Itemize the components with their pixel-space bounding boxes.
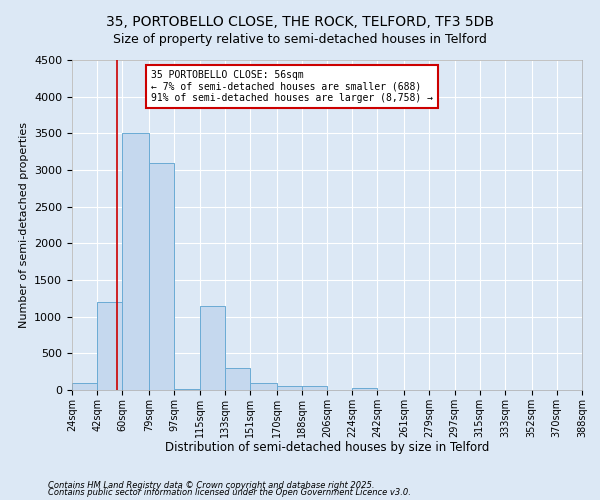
Bar xyxy=(225,368,250,390)
Bar xyxy=(122,134,149,390)
Bar xyxy=(97,302,122,390)
Bar xyxy=(352,388,377,390)
Text: 35 PORTOBELLO CLOSE: 56sqm
← 7% of semi-detached houses are smaller (688)
91% of: 35 PORTOBELLO CLOSE: 56sqm ← 7% of semi-… xyxy=(151,70,433,103)
Bar xyxy=(174,388,200,390)
Text: Contains public sector information licensed under the Open Government Licence v3: Contains public sector information licen… xyxy=(48,488,411,497)
Text: 35, PORTOBELLO CLOSE, THE ROCK, TELFORD, TF3 5DB: 35, PORTOBELLO CLOSE, THE ROCK, TELFORD,… xyxy=(106,15,494,29)
Bar xyxy=(250,382,277,390)
Bar xyxy=(72,382,97,390)
Text: Contains HM Land Registry data © Crown copyright and database right 2025.: Contains HM Land Registry data © Crown c… xyxy=(48,480,374,490)
Bar xyxy=(199,306,225,390)
Y-axis label: Number of semi-detached properties: Number of semi-detached properties xyxy=(19,122,29,328)
Bar xyxy=(302,386,327,390)
X-axis label: Distribution of semi-detached houses by size in Telford: Distribution of semi-detached houses by … xyxy=(165,441,489,454)
Bar xyxy=(277,386,302,390)
Bar xyxy=(149,162,174,390)
Text: Size of property relative to semi-detached houses in Telford: Size of property relative to semi-detach… xyxy=(113,32,487,46)
